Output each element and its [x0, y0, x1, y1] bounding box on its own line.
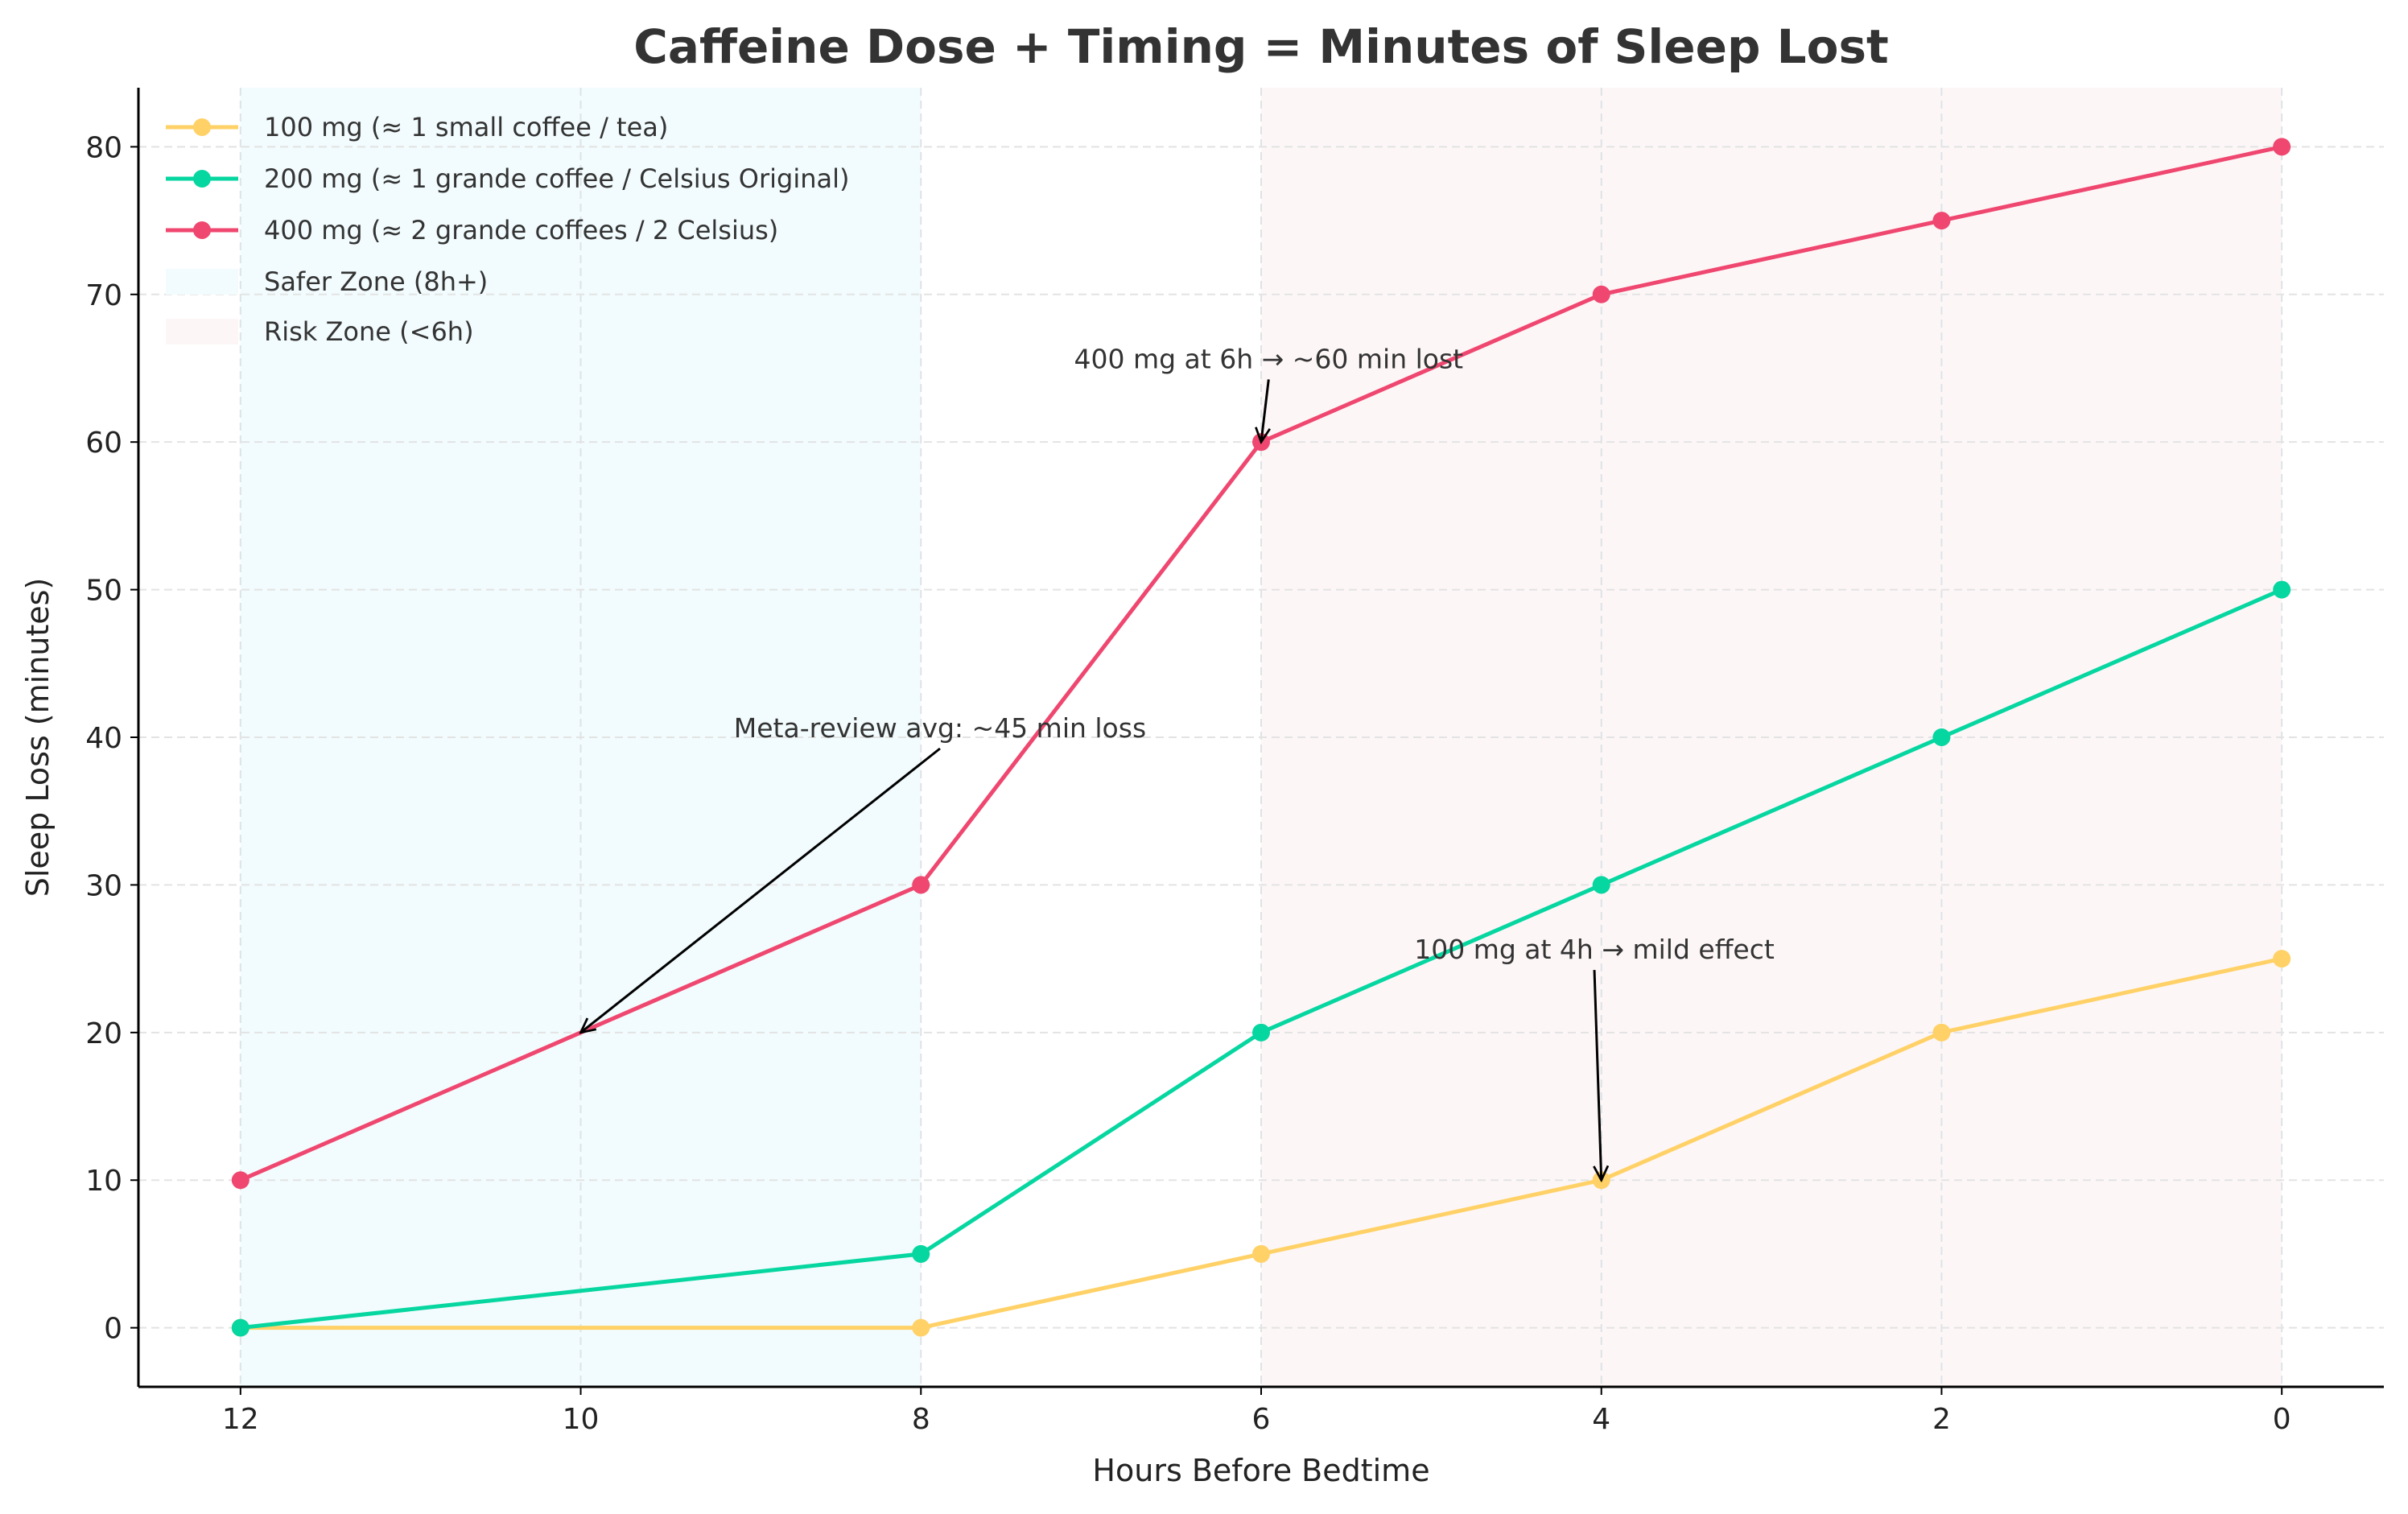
- legend-label-0: 100 mg (≈ 1 small coffee / tea): [264, 112, 668, 142]
- data-point-2-4: [1932, 212, 1951, 230]
- data-point-1-0: [231, 1318, 249, 1337]
- annotation-text-0: 400 mg at 6h → ~60 min lost: [1074, 343, 1464, 374]
- legend-marker-2: [193, 221, 211, 239]
- data-point-0-5: [2273, 950, 2291, 968]
- annotation-arrow-1: [581, 747, 941, 1033]
- annotation-arrow-2: [1594, 970, 1602, 1180]
- data-point-1-2: [1252, 1023, 1270, 1042]
- x-tick-label: 4: [1592, 1403, 1610, 1436]
- x-tick-label: 6: [1252, 1403, 1271, 1436]
- x-axis-label: Hours Before Bedtime: [1092, 1453, 1429, 1488]
- series-line-1: [240, 588, 2283, 1330]
- chart-title: Caffeine Dose + Timing = Minutes of Slee…: [633, 19, 1888, 74]
- x-tick-label: 12: [222, 1403, 259, 1436]
- y-tick-label: 0: [104, 1313, 122, 1346]
- data-point-1-5: [2273, 580, 2291, 599]
- legend-label-zone-1: Risk Zone (<6h): [264, 316, 474, 347]
- y-tick-label: 50: [85, 575, 122, 608]
- legend-label-zone-0: Safer Zone (8h+): [264, 266, 488, 297]
- y-tick-label: 20: [85, 1017, 122, 1050]
- data-point-1-1: [912, 1244, 930, 1263]
- data-point-2-5: [2273, 138, 2291, 156]
- y-tick-label: 30: [85, 869, 122, 902]
- annotation-arrow-0: [1261, 379, 1268, 442]
- data-point-2-3: [1592, 285, 1610, 303]
- data-point-0-4: [1932, 1023, 1951, 1042]
- annotation-text-2: 100 mg at 4h → mild effect: [1414, 934, 1775, 965]
- x-tick-label: 8: [912, 1403, 930, 1436]
- legend-swatch-zone-1: [166, 319, 238, 344]
- y-tick-label: 60: [85, 427, 122, 460]
- y-tick-label: 80: [85, 131, 122, 164]
- y-tick-label: 70: [85, 279, 122, 312]
- legend-marker-0: [193, 118, 211, 136]
- data-point-1-3: [1592, 876, 1610, 894]
- series-line-2: [239, 144, 2282, 1182]
- y-tick-label: 40: [85, 722, 122, 755]
- data-point-2-0: [231, 1171, 249, 1190]
- x-tick-label: 2: [1932, 1403, 1951, 1436]
- series-line-0: [240, 956, 2282, 1330]
- data-point-2-1: [912, 876, 930, 894]
- x-tick-label: 10: [563, 1403, 600, 1436]
- data-point-0-2: [1252, 1244, 1270, 1263]
- y-axis-label: Sleep Loss (minutes): [20, 578, 56, 897]
- data-point-1-4: [1932, 728, 1951, 746]
- legend-label-2: 400 mg (≈ 2 grande coffees / 2 Celsius): [264, 215, 778, 245]
- y-tick-label: 10: [85, 1165, 122, 1198]
- legend-marker-1: [193, 170, 211, 188]
- legend-swatch-zone-0: [166, 269, 238, 295]
- data-point-0-1: [912, 1318, 930, 1337]
- x-tick-label: 0: [2273, 1403, 2291, 1436]
- annotation-text-1: Meta-review avg: ~45 min loss: [734, 712, 1146, 744]
- legend-label-1: 200 mg (≈ 1 grande coffee / Celsius Orig…: [264, 163, 849, 194]
